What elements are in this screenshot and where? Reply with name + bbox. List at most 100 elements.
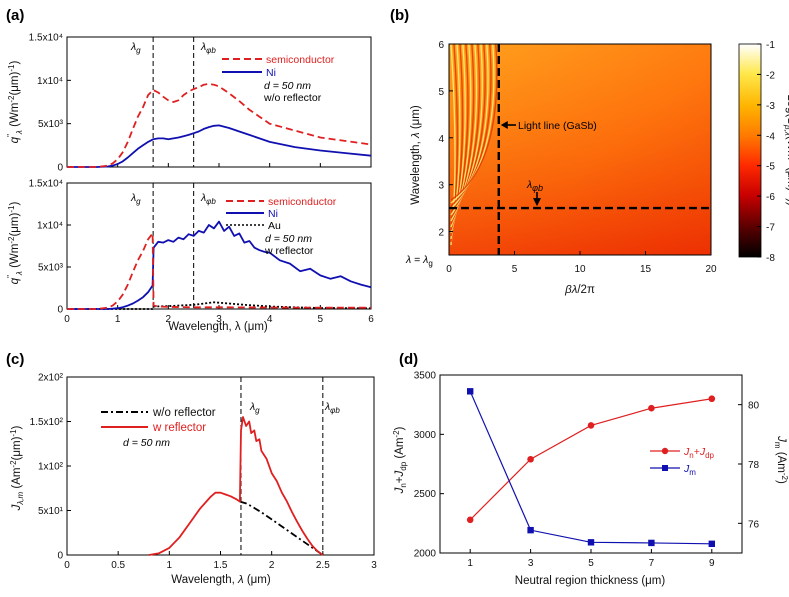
a-top-ytick-label: 1.5x10⁴ (29, 33, 63, 44)
c-ytick-label: 1.5x10² (30, 417, 64, 428)
series-wo-reflector (239, 500, 324, 556)
lambda-phib-label: λφb (200, 41, 216, 55)
a-bot-xtick-label: 2 (166, 314, 172, 325)
a-bot-ytick-label: 5x10³ (38, 263, 64, 274)
lambda-g-label: λg (130, 41, 141, 55)
lambda-phib-label-b: λφb (526, 179, 543, 193)
panel-c: 0 0.5 1 1.5 2 2.5 3 0 5x10¹ 1x10² 1.5x10² 2x10² Jλ,… (9, 373, 377, 587)
a-bottom-ylabel: q"λ (Wm-2(μm)-1) (6, 202, 24, 285)
panel-b-ylabel: Wavelength, λ (μm) (410, 105, 422, 205)
colorbar-ticks: -8 -7 -6 -5 -4 -3 -2 -1 (757, 40, 775, 264)
lambda-phib-label-bottom: λφb (200, 192, 216, 206)
panel-a-bottom-axes: 0 1 2 3 4 5 6 0 5x10³ 1x10⁴ 1.5x10⁴ (29, 179, 375, 326)
series-w-reflector (148, 416, 324, 556)
legend-w-reflector: w reflector (152, 422, 206, 434)
a-bot-ytick-label: 1x10⁴ (37, 221, 63, 232)
panel-c-plot (148, 377, 324, 556)
jm-point (587, 539, 595, 546)
c-xtick-label: 2 (269, 560, 275, 571)
d-ytick-right-label: 76 (748, 519, 760, 530)
d-ytick-label: 3000 (414, 430, 437, 441)
series-ni-top (67, 124, 372, 168)
c-xlabel: Wavelength, λ (μm) (171, 574, 271, 586)
panel-d: 1 3 5 7 9 2000 2500 3000 3500 76 78 80 Jn+Jdp (Am-2… (392, 371, 789, 588)
d-ytick-label: 2500 (414, 489, 437, 500)
jn-jdp-point (708, 395, 716, 403)
a-bottom-reflector: w reflector (264, 245, 314, 257)
c-ytick-label: 1x10² (38, 462, 64, 473)
colorbar-label-text: Log(Sβ,λ(Wm-2(μm)-1)) (783, 94, 789, 206)
c-ytick-label: 5x10¹ (38, 506, 64, 517)
a-xlabel: Wavelength, λ (μm) (168, 321, 268, 333)
a-bot-ytick-label: 0 (57, 305, 63, 316)
jn-jdp-point (648, 404, 655, 412)
fringe (450, 44, 492, 207)
jn-jdp-point (527, 455, 534, 463)
legend-au: Au (268, 220, 281, 232)
legend-jn: Jn+Jdp (683, 446, 715, 460)
b-ytick-label: 2 (438, 228, 444, 239)
jn-jdp-point (466, 516, 474, 524)
heatmap-shade (449, 44, 711, 255)
colorbar-tick-label: -2 (766, 70, 775, 81)
series-ni-bottom (67, 220, 372, 310)
b-ytick-label: 3 (438, 181, 444, 192)
d-xtick-label: 3 (528, 558, 534, 569)
heatmap-fringes (450, 44, 498, 246)
d-ylabel-right: Jm (Am-2) (773, 435, 789, 484)
b-ytick-label: 5 (438, 87, 444, 98)
panel-b-axes: 0 5 10 15 20 2 3 4 5 6 (438, 40, 717, 275)
panel-label-d: (d) (399, 351, 418, 368)
legend-ni: Ni (266, 67, 276, 79)
c-xtick-label: 2.5 (316, 560, 330, 571)
d-ytick-label: 3500 (414, 371, 437, 382)
panel-c-ylabel: Jλ,m (Am-2(μm)-1) (9, 425, 25, 511)
d-xtick-label: 1 (467, 558, 473, 569)
panel-d-axes: 1 3 5 7 9 2000 2500 3000 3500 76 78 80 (414, 371, 760, 570)
colorbar-tick-label: -6 (766, 192, 775, 203)
a-top-ylabel: q"λ (Wm-2(μm)-1) (6, 61, 24, 144)
panel-b: 0 5 10 15 20 2 3 4 5 6 Light line (GaSb) λφb λ = … (405, 40, 789, 296)
jn-jdp-point (587, 422, 595, 429)
d-ytick-label: 2000 (414, 549, 437, 560)
legend-semiconductor: semiconductor (266, 54, 335, 66)
series-semiconductor-top (67, 82, 372, 168)
legend-jm: Jm (683, 463, 696, 477)
panel-a-top-axes: 0 5x10³ 1x10⁴ 1.5x10⁴ (29, 33, 372, 174)
c-thickness: d = 50 nm (123, 437, 170, 449)
panel-d-ylabel-right: Jm (Am-2) (773, 435, 789, 484)
jm-point (527, 526, 534, 534)
colorbar-tick-label: -5 (766, 162, 775, 173)
legend-ni-b: Ni (268, 208, 278, 220)
panel-a-bottom-plot (67, 183, 372, 310)
panel-label-a: (a) (6, 7, 24, 24)
panel-a-bottom-ylabel: q"λ (Wm-2(μm)-1) (6, 202, 24, 285)
b-xtick-label: 20 (705, 264, 717, 275)
panel-a-top: 0 5x10³ 1x10⁴ 1.5x10⁴ q"λ (Wm-2(μm)-1) λg λ… (6, 33, 372, 174)
series-au-bottom (67, 301, 372, 310)
light-line-arrowhead (500, 121, 508, 129)
panel-label-b: (b) (390, 7, 409, 24)
d-ytick-right-label: 80 (748, 401, 760, 412)
a-bot-xtick-label: 3 (216, 314, 222, 325)
jm-point (467, 388, 474, 395)
lambda-phib-arrowhead (533, 198, 541, 207)
heatmap-image (449, 44, 711, 255)
b-ytick-label: 6 (438, 40, 444, 51)
a-bot-xtick-label: 1 (115, 314, 121, 325)
c-xtick-label: 1 (167, 560, 173, 571)
fringe (450, 44, 489, 210)
panel-b-overlay (449, 44, 711, 255)
a-bot-xtick-label: 0 (64, 314, 70, 325)
colorbar-label: Log(Sβ,λ(Wm-2(μm)-1)) (783, 94, 789, 206)
colorbar-tick-label: -8 (766, 253, 775, 264)
d-xtick-label: 7 (649, 558, 655, 569)
d-ytick-right-label: 78 (748, 460, 760, 471)
legend-wo-reflector: w/o reflector (152, 407, 216, 419)
a-top-reflector: w/o reflector (263, 92, 322, 104)
fringe (450, 44, 486, 213)
a-top-thickness: d = 50 nm (264, 80, 311, 92)
panel-d-ylabel: Jn+Jdp (Am-2) (392, 426, 408, 494)
lambda-phib-label-c: λφb (324, 401, 340, 415)
